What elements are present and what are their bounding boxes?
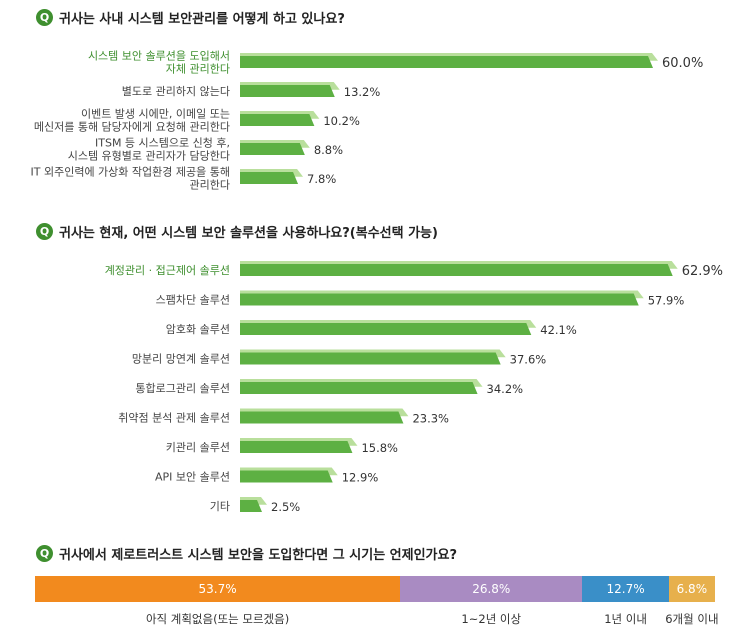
- stack-caption: 6개월 이내: [665, 612, 719, 626]
- category-label: 통합로그관리 솔루션: [135, 382, 230, 395]
- category-label: 스팸차단 솔루션: [156, 294, 230, 307]
- stack-segment: 6.8%: [668, 576, 715, 602]
- bar: [240, 470, 333, 483]
- q3-title: 귀사에서 제로트러스트 시스템 보안을 도입한다면 그 시기는 언제인가요?: [59, 548, 458, 563]
- category-label: 계정관리 · 접근제어 솔루션: [105, 264, 230, 277]
- category-label: 시스템 유형별로 관리자가 담당한다: [68, 150, 230, 163]
- category-label: 자체 관리한다: [166, 63, 230, 76]
- bar-row: API 보안 솔루션 12.9%: [155, 467, 379, 485]
- q-badge-icon: Q: [36, 545, 53, 562]
- bar-row: 망분리 망연계 솔루션 37.6%: [132, 349, 547, 367]
- value-label: 8.8%: [314, 143, 343, 157]
- value-label: 57.9%: [648, 294, 685, 308]
- bar-row: 별도로 관리하지 않는다 13.2%: [122, 82, 381, 99]
- stack-segment: 53.7%: [35, 576, 401, 602]
- category-label: 키관리 솔루션: [166, 441, 230, 454]
- bar: [240, 114, 315, 126]
- stack-caption: 1년 이내: [604, 612, 647, 626]
- category-label: 망분리 망연계 솔루션: [132, 353, 230, 366]
- value-label: 37.6%: [510, 353, 547, 367]
- bar-row: 기타 2.5%: [210, 497, 300, 514]
- value-label: 2.5%: [271, 500, 300, 514]
- bar: [240, 441, 353, 453]
- value-label: 42.1%: [540, 323, 577, 337]
- category-label: 관리한다: [190, 179, 230, 192]
- value-label: 12.9%: [342, 471, 379, 485]
- bar-row: 계정관리 · 접근제어 솔루션 62.9%: [105, 261, 723, 279]
- bar-row: 통합로그관리 솔루션 34.2%: [135, 379, 523, 396]
- category-label: API 보안 솔루션: [155, 471, 230, 484]
- bar: [240, 500, 262, 512]
- category-label: 취약점 분석 관제 솔루션: [118, 411, 230, 425]
- category-label: 메신저를 통해 담당자에게 요청해 관리한다: [34, 120, 230, 134]
- q2-title: 귀사는 현재, 어떤 시스템 보안 솔루션을 사용하나요?(복수선택 가능): [59, 226, 438, 241]
- category-label: 이벤트 발생 시에만, 이메일 또는: [81, 107, 230, 121]
- bar: [240, 143, 305, 155]
- bar-row: 암호화 솔루션 42.1%: [166, 320, 577, 337]
- bar: [240, 352, 501, 365]
- bar: [240, 172, 299, 184]
- value-label: 15.8%: [361, 441, 398, 455]
- q1-title: 귀사는 사내 시스템 보안관리를 어떻게 하고 있나요?: [59, 12, 345, 27]
- bar: [240, 411, 404, 424]
- value-label: 10.2%: [323, 114, 360, 128]
- q-badge-icon: Q: [36, 223, 53, 240]
- q1-heading: Q 귀사는 사내 시스템 보안관리를 어떻게 하고 있나요?: [36, 8, 345, 27]
- q-badge-icon: Q: [36, 9, 53, 26]
- chart-zero-trust-timing: 53.7% 26.8% 12.7% 6.8%: [35, 576, 715, 602]
- bar: [240, 264, 673, 276]
- stack-segment: 26.8%: [400, 576, 583, 602]
- value-label: 13.2%: [344, 85, 381, 99]
- stack-segment: 12.7%: [582, 576, 669, 602]
- q3-heading: Q 귀사에서 제로트러스트 시스템 보안을 도입한다면 그 시기는 언제인가요?: [36, 544, 457, 563]
- value-label: 23.3%: [412, 412, 449, 426]
- q2-heading: Q 귀사는 현재, 어떤 시스템 보안 솔루션을 사용하나요?(복수선택 가능): [36, 222, 438, 241]
- bar: [240, 85, 335, 97]
- bar-row: 스팸차단 솔루션 57.9%: [156, 290, 685, 308]
- value-label: 62.9%: [682, 264, 723, 279]
- category-label: 시스템 보안 솔루션을 도입해서: [88, 49, 230, 63]
- value-label: 60.0%: [662, 56, 703, 71]
- bar: [240, 382, 478, 394]
- category-label: 암호화 솔루션: [166, 323, 230, 336]
- value-label: 7.8%: [307, 172, 336, 186]
- value-label: 34.2%: [487, 382, 524, 396]
- bar-row: 키관리 솔루션 15.8%: [166, 438, 398, 455]
- bar: [240, 323, 532, 335]
- bar-row: 취약점 분석 관제 솔루션 23.3%: [118, 408, 449, 426]
- bar-row: ITSM 등 시스템으로 신청 후,시스템 유형별로 관리자가 담당한다 8.8%: [68, 137, 343, 163]
- stack-caption: 아직 계획없음(또는 모르겠음): [145, 612, 290, 626]
- category-label: IT 외주인력에 가상화 작업환경 제공을 통해: [31, 165, 231, 179]
- bar: [240, 293, 639, 306]
- bar: [240, 56, 653, 68]
- chart-solutions-used: 계정관리 · 접근제어 솔루션 62.9% 스팸차단 솔루션 57.9% 암호화 솔루션…: [105, 261, 723, 514]
- category-label: 기타: [210, 500, 230, 513]
- category-label: ITSM 등 시스템으로 신청 후,: [95, 137, 230, 150]
- category-label: 별도로 관리하지 않는다: [122, 84, 230, 98]
- stack-caption: 1~2년 이상: [461, 612, 522, 626]
